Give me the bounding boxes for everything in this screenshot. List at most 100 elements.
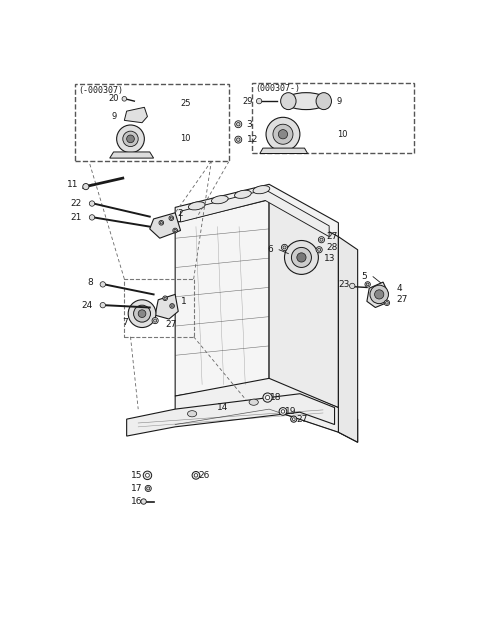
Circle shape [384, 300, 390, 305]
Circle shape [131, 98, 137, 104]
Text: 20: 20 [108, 94, 119, 103]
Text: 25: 25 [180, 99, 191, 108]
Text: 22: 22 [71, 199, 82, 208]
Text: 2: 2 [178, 209, 183, 218]
Circle shape [133, 100, 136, 103]
Circle shape [127, 135, 134, 143]
Circle shape [140, 117, 144, 121]
Polygon shape [260, 148, 308, 153]
FancyBboxPatch shape [75, 84, 229, 161]
Text: 9: 9 [111, 112, 117, 121]
Circle shape [128, 111, 133, 115]
Circle shape [123, 131, 138, 146]
Polygon shape [150, 213, 180, 238]
Circle shape [235, 121, 242, 127]
Circle shape [316, 247, 322, 253]
Circle shape [160, 221, 162, 224]
Circle shape [145, 473, 149, 477]
Text: 14: 14 [217, 403, 228, 412]
Circle shape [174, 102, 177, 105]
Circle shape [114, 153, 119, 157]
Circle shape [171, 305, 173, 307]
Polygon shape [175, 379, 358, 442]
Circle shape [256, 98, 262, 104]
Circle shape [292, 418, 295, 420]
Circle shape [297, 253, 306, 262]
Circle shape [116, 154, 118, 156]
Circle shape [374, 290, 384, 299]
Circle shape [163, 296, 168, 300]
Ellipse shape [235, 190, 252, 198]
Circle shape [173, 228, 178, 233]
Circle shape [141, 499, 146, 504]
Circle shape [237, 138, 240, 141]
Circle shape [318, 248, 321, 251]
Circle shape [145, 485, 151, 492]
Text: 26: 26 [198, 471, 210, 480]
Text: 10: 10 [180, 134, 191, 143]
Circle shape [237, 122, 240, 126]
Circle shape [282, 150, 284, 152]
Text: 27: 27 [296, 415, 307, 423]
Ellipse shape [188, 202, 205, 210]
Text: 15: 15 [131, 471, 142, 480]
Circle shape [298, 149, 302, 153]
Circle shape [266, 117, 300, 151]
Circle shape [265, 396, 270, 399]
Polygon shape [155, 295, 178, 319]
Circle shape [170, 217, 172, 220]
Polygon shape [175, 199, 269, 396]
Ellipse shape [281, 93, 296, 110]
Text: 1: 1 [180, 297, 186, 306]
Polygon shape [127, 394, 335, 436]
Circle shape [100, 302, 106, 308]
Circle shape [285, 240, 318, 274]
Text: 7: 7 [122, 319, 128, 327]
Circle shape [128, 300, 156, 327]
Ellipse shape [188, 411, 197, 417]
Circle shape [370, 285, 388, 304]
Text: 24: 24 [82, 301, 93, 310]
Circle shape [365, 281, 371, 287]
Text: 27: 27 [396, 295, 408, 304]
Circle shape [385, 302, 388, 304]
Circle shape [291, 416, 297, 422]
Circle shape [83, 184, 89, 190]
Circle shape [152, 317, 158, 324]
Circle shape [122, 97, 127, 101]
Circle shape [281, 410, 285, 413]
Ellipse shape [212, 196, 228, 204]
Text: 27: 27 [327, 232, 338, 241]
Circle shape [145, 153, 150, 157]
Circle shape [138, 310, 146, 317]
Circle shape [283, 246, 286, 249]
Circle shape [159, 220, 164, 225]
Text: 23: 23 [338, 280, 350, 289]
Text: 29: 29 [242, 97, 253, 105]
Circle shape [164, 297, 166, 299]
Text: 21: 21 [71, 213, 82, 222]
Text: (000307-): (000307-) [255, 84, 300, 93]
Circle shape [146, 154, 149, 156]
Text: (-000307): (-000307) [78, 86, 123, 95]
Circle shape [366, 283, 369, 286]
Polygon shape [288, 244, 315, 274]
Circle shape [299, 150, 301, 152]
Ellipse shape [316, 93, 332, 110]
Circle shape [154, 319, 156, 322]
Text: 16: 16 [131, 497, 142, 506]
Circle shape [273, 124, 293, 144]
Text: 11: 11 [67, 180, 78, 189]
Circle shape [281, 244, 288, 251]
Polygon shape [110, 152, 154, 158]
Circle shape [141, 118, 143, 120]
Text: 8: 8 [88, 278, 94, 286]
Text: 4: 4 [396, 284, 402, 293]
Text: 10: 10 [337, 130, 348, 139]
Circle shape [278, 129, 288, 139]
Circle shape [129, 154, 132, 156]
Polygon shape [269, 199, 338, 408]
Circle shape [89, 201, 95, 206]
Text: 9: 9 [337, 97, 342, 105]
Circle shape [100, 281, 106, 287]
